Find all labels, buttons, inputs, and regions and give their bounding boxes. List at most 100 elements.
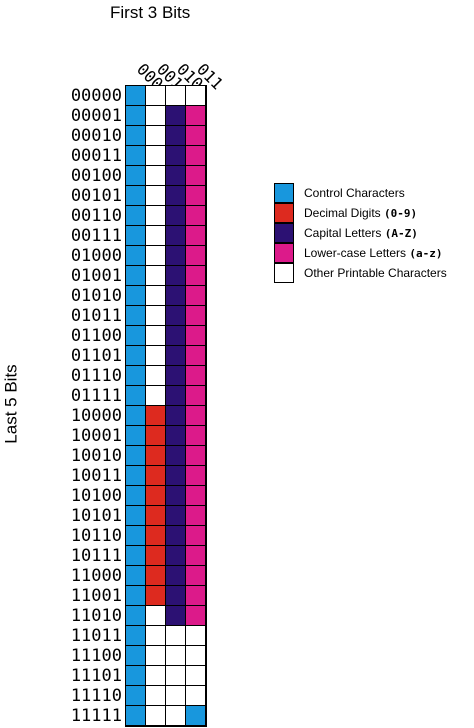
row-label: 11010 [70,606,122,626]
grid-cell-control [126,86,146,106]
row-axis-title: Last 5 Bits [2,364,21,444]
grid-cell-other [146,246,166,266]
grid-cell-lower [186,486,206,506]
row-label: 10100 [70,486,122,506]
legend-swatch [274,223,294,243]
grid-cell-capital [166,246,186,266]
grid-cell-lower [186,146,206,166]
grid-cell-control [126,506,146,526]
grid-cell-other [146,346,166,366]
grid-cell-digit [146,526,166,546]
grid-cell-lower [186,446,206,466]
grid-cell-other [146,186,166,206]
row-label: 00101 [70,186,122,206]
row-label: 01111 [70,386,122,406]
grid-cell-digit [146,426,166,446]
grid-cell-digit [146,566,166,586]
grid-cell-capital [166,486,186,506]
grid-cell-other [186,626,206,646]
column-axis-title: First 3 Bits [110,3,191,22]
grid-cell-other [146,286,166,306]
grid-cell-lower [186,126,206,146]
grid-cell-control [126,186,146,206]
row-label: 00001 [70,106,122,126]
grid-cell-lower [186,326,206,346]
grid-cell-control [186,706,206,726]
legend-swatch [274,263,294,283]
grid-cell-control [126,686,146,706]
row-label: 00010 [70,126,122,146]
row-label: 10000 [70,406,122,426]
legend-range: (A-Z) [384,227,418,240]
grid-cell-other [146,126,166,146]
row-label: 00111 [70,226,122,246]
row-label: 00110 [70,206,122,226]
grid-cell-other [146,706,166,726]
legend-label-text: Control Characters [304,186,405,200]
row-label: 00100 [70,166,122,186]
row-label: 10010 [70,446,122,466]
legend-label-text: Other Printable Characters [304,266,447,280]
grid-cell-digit [146,546,166,566]
grid-cell-lower [186,506,206,526]
grid-cell-control [126,206,146,226]
grid-cell-lower [186,206,206,226]
row-label: 11101 [70,666,122,686]
grid-cell-control [126,226,146,246]
grid-cell-lower [186,306,206,326]
grid-cell-other [146,306,166,326]
grid-cell-capital [166,106,186,126]
grid-cell-other [186,666,206,686]
grid-cell-lower [186,346,206,366]
grid-cell-lower [186,526,206,546]
row-label: 10011 [70,466,122,486]
grid-cell-control [126,546,146,566]
grid-cell-lower [186,246,206,266]
grid-cell-control [126,406,146,426]
legend-swatch [274,243,294,263]
row-label: 10001 [70,426,122,446]
row-label: 01011 [70,306,122,326]
grid-cell-lower [186,106,206,126]
grid-cell-capital [166,186,186,206]
row-label: 10110 [70,526,122,546]
row-label: 11110 [70,686,122,706]
grid-cell-control [126,566,146,586]
legend-label: Control Characters [304,183,405,203]
grid-cell-lower [186,586,206,606]
grid-cell-control [126,286,146,306]
grid-cell-other [186,86,206,106]
grid-cell-capital [166,526,186,546]
grid-cell-capital [166,286,186,306]
bit-grid [125,85,207,727]
grid-cell-other [186,686,206,706]
grid-cell-capital [166,466,186,486]
grid-cell-capital [166,386,186,406]
legend-label-text: Lower-case Letters [304,246,410,260]
legend-label: Other Printable Characters [304,263,447,283]
grid-cell-lower [186,166,206,186]
grid-cell-other [166,666,186,686]
row-label: 01101 [70,346,122,366]
grid-cell-lower [186,406,206,426]
grid-cell-lower [186,426,206,446]
row-label: 11100 [70,646,122,666]
grid-cell-capital [166,546,186,566]
row-label: 01100 [70,326,122,346]
grid-cell-capital [166,126,186,146]
grid-cell-other [146,86,166,106]
grid-cell-capital [166,426,186,446]
grid-cell-capital [166,266,186,286]
grid-cell-control [126,126,146,146]
grid-cell-other [146,226,166,246]
grid-cell-lower [186,286,206,306]
grid-cell-digit [146,406,166,426]
grid-cell-control [126,166,146,186]
grid-cell-other [146,386,166,406]
grid-cell-control [126,426,146,446]
row-label: 11011 [70,626,122,646]
grid-cell-other [146,146,166,166]
grid-cell-capital [166,506,186,526]
grid-cell-digit [146,506,166,526]
legend-swatch [274,203,294,223]
